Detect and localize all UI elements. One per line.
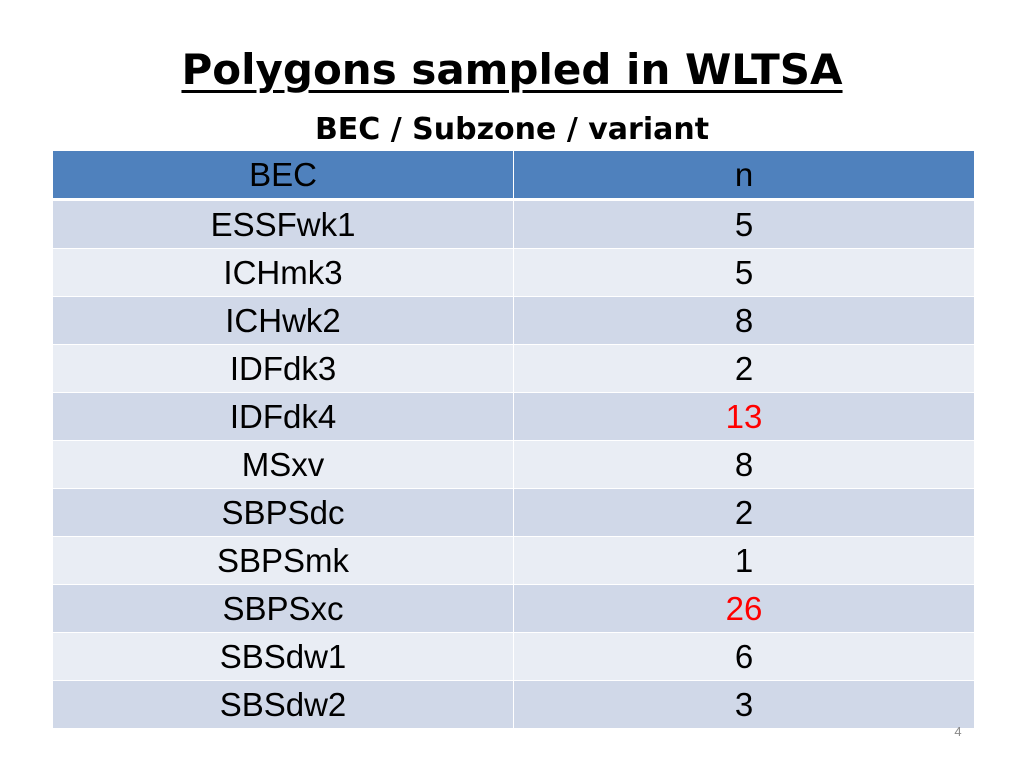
bec-cell: MSxv [52,440,514,489]
slide-title-text: Polygons sampled in WLTSA [181,45,843,94]
table-row: SBPSmk 1 [52,536,975,585]
column-header-n: n [513,150,975,201]
table-row: IDFdk4 13 [52,392,975,441]
bec-cell: SBPSmk [52,536,514,585]
bec-cell: SBPSxc [52,584,514,633]
count-cell: 5 [513,199,975,249]
count-cell: 5 [513,248,975,297]
bec-cell: SBPSdc [52,488,514,537]
table-row: IDFdk3 2 [52,344,975,393]
bec-cell: IDFdk4 [52,392,514,441]
bec-cell: SBSdw1 [52,632,514,681]
table-row: SBSdw1 6 [52,632,975,681]
count-cell: 8 [513,296,975,345]
bec-cell: IDFdk3 [52,344,514,393]
count-cell: 3 [513,680,975,729]
table-row: SBPSdc 2 [52,488,975,537]
count-cell: 2 [513,488,975,537]
table-row: SBPSxc 26 [52,584,975,633]
count-cell: 8 [513,440,975,489]
slide-title: Polygons sampled in WLTSA [0,40,1024,100]
bec-cell: ESSFwk1 [52,199,514,249]
table-header-row: BEC n [52,150,975,201]
count-cell: 6 [513,632,975,681]
bec-cell: ICHwk2 [52,296,514,345]
column-header-bec: BEC [52,150,514,201]
count-cell: 13 [513,392,975,441]
table-row: SBSdw2 3 [52,680,975,729]
count-cell: 1 [513,536,975,585]
count-cell: 26 [513,584,975,633]
page-number: 4 [954,724,962,739]
slide-subtitle: BEC / Subzone / variant [314,112,710,147]
table-row: ICHwk2 8 [52,296,975,345]
table-row: MSxv 8 [52,440,975,489]
count-cell: 2 [513,344,975,393]
table-row: ESSFwk1 5 [52,199,975,249]
bec-cell: ICHmk3 [52,248,514,297]
table-row: ICHmk3 5 [52,248,975,297]
bec-cell: SBSdw2 [52,680,514,729]
bec-table: BEC n ESSFwk1 5 ICHmk3 5 ICHwk2 8 IDFdk3… [52,150,975,729]
